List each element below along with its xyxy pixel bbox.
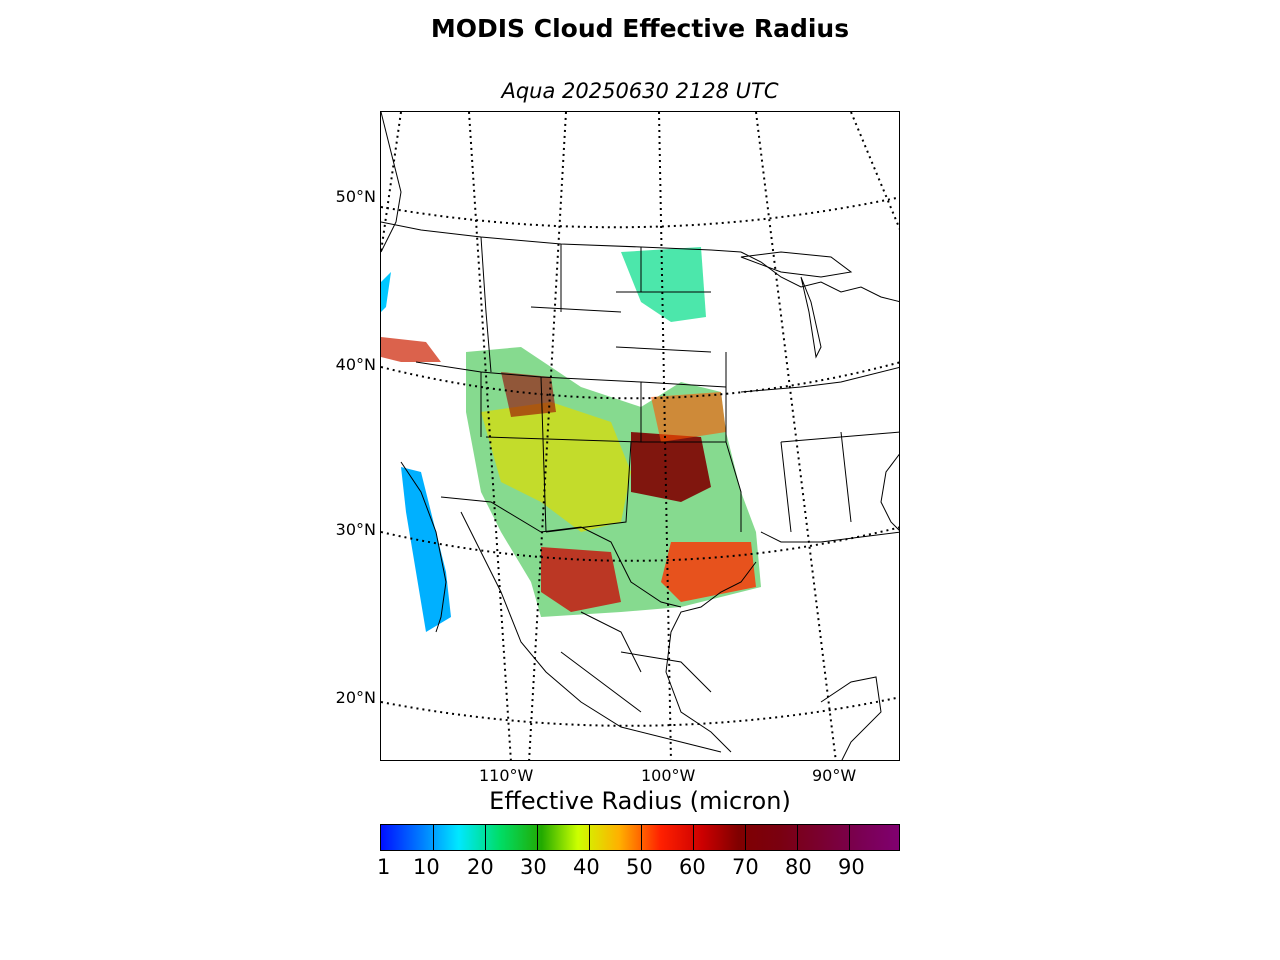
cloud-data-layer <box>381 247 761 632</box>
graticule <box>381 112 899 760</box>
yucatan-outline <box>820 676 882 760</box>
colorbar-divider <box>693 825 694 850</box>
colorbar-divider <box>797 825 798 850</box>
lat-line-30 <box>381 526 899 562</box>
colorbar-tick-label: 30 <box>520 855 547 879</box>
colorbar-tick-label: 50 <box>626 855 653 879</box>
cloud-swath-nd <box>621 247 706 322</box>
map-panel[interactable] <box>380 111 900 761</box>
lon-line-115w <box>528 112 567 760</box>
lat-line-20 <box>381 696 899 727</box>
cloud-swath-texas <box>631 432 711 502</box>
cloud-swath-central <box>481 402 631 532</box>
colorbar-title: Effective Radius (micron) <box>489 787 791 815</box>
cloud-swath-east <box>651 392 726 442</box>
state-lines-central <box>415 352 899 533</box>
cloud-swath-southwest <box>541 547 621 612</box>
mexico-states <box>560 611 712 713</box>
lat-label: 40°N <box>335 355 376 374</box>
chart-subtitle: Aqua 20250630 2128 UTC <box>501 79 779 103</box>
colorbar-divider <box>485 825 486 850</box>
chart-title: MODIS Cloud Effective Radius <box>430 14 850 43</box>
colorbar-divider <box>433 825 434 850</box>
lat-label: 20°N <box>335 688 376 707</box>
cloud-swath-nw <box>381 337 441 362</box>
colorbar-tick-label: 10 <box>413 855 440 879</box>
cloud-swath-gulf <box>661 542 756 602</box>
colorbar-tick-label: 1 <box>377 855 391 879</box>
lon-label: 100°W <box>641 766 696 785</box>
cloud-swath-baja <box>401 467 451 632</box>
colorbar-divider <box>745 825 746 850</box>
colorbar-tick-label: 80 <box>785 855 812 879</box>
map-outlines <box>381 112 899 760</box>
colorbar-divider <box>849 825 850 850</box>
map-svg <box>381 112 899 760</box>
lon-line-80w <box>850 112 899 230</box>
great-lakes-superior <box>740 251 853 278</box>
lon-label: 110°W <box>479 766 534 785</box>
colorbar-tick-label: 20 <box>467 855 494 879</box>
lon-line-90w <box>755 112 837 760</box>
west-coast <box>381 112 402 253</box>
mexico-west-coast <box>460 511 722 753</box>
lon-line-110w <box>468 112 512 760</box>
lat-line-40 <box>381 361 899 400</box>
colorbar-divider <box>537 825 538 850</box>
lat-label: 30°N <box>335 520 376 539</box>
florida-outline <box>880 453 899 531</box>
lon-line-100w <box>658 112 672 760</box>
lon-label: 90°W <box>812 766 857 785</box>
colorbar-divider <box>641 825 642 850</box>
lat-label: 50°N <box>335 187 376 206</box>
colorbar-tick-label: 60 <box>679 855 706 879</box>
texas-coast <box>665 561 757 753</box>
gulf-coast <box>760 531 899 543</box>
colorbar <box>380 824 900 851</box>
great-lakes-michigan <box>800 276 822 359</box>
state-lines-south <box>545 431 899 533</box>
state-lines-north <box>480 236 712 373</box>
colorbar-tick-label: 40 <box>573 855 600 879</box>
cloud-swath-west-coast <box>381 272 391 312</box>
colorbar-tick-label: 90 <box>838 855 865 879</box>
lat-line-50 <box>381 196 899 229</box>
baja-coast <box>400 461 447 633</box>
colorbar-tick-label: 70 <box>732 855 759 879</box>
us-mexico-border <box>440 496 682 608</box>
colorbar-divider <box>589 825 590 850</box>
